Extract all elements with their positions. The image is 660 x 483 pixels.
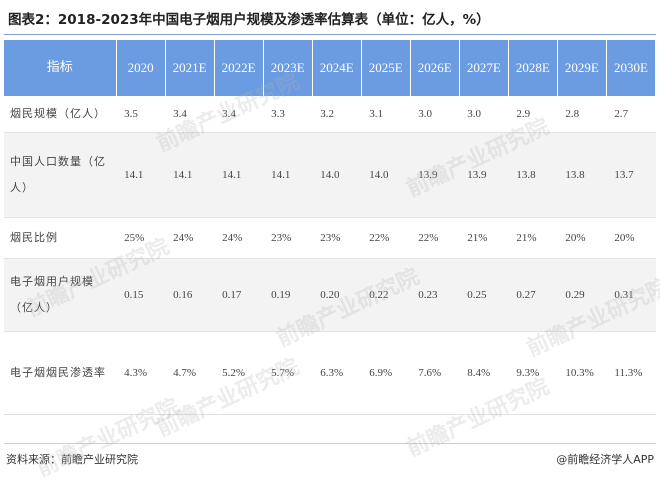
table-cell: 13.7 <box>606 132 656 218</box>
brand-credit: @前瞻经济学人APP <box>556 453 654 466</box>
header-year: 2030E <box>606 40 657 96</box>
table-cell: 3.3 <box>263 96 313 133</box>
table-row: 烟民比例 25% 24% 24% 23% 23% 22% 22% 21% 21% 20% 20% <box>4 217 656 259</box>
table-cell: 13.8 <box>508 132 558 218</box>
table-cell: 3.1 <box>361 96 411 133</box>
header-year: 2028E <box>508 40 558 96</box>
table-cell: 23% <box>263 217 313 259</box>
table-cell: 9.3% <box>508 331 558 415</box>
header-year: 2025E <box>361 40 411 96</box>
source-note: 资料来源：前瞻产业研究院 <box>6 453 138 466</box>
table-cell: 0.19 <box>263 258 313 332</box>
table-cell: 0.27 <box>508 258 558 332</box>
footer-divider <box>4 443 656 444</box>
row-label: 中国人口数量（亿人） <box>4 132 117 218</box>
table-cell: 14.1 <box>214 132 264 218</box>
table-cell: 21% <box>459 217 509 259</box>
table-cell: 3.4 <box>214 96 264 133</box>
table-cell: 13.8 <box>557 132 607 218</box>
header-row: 指标 2020 2021E 2022E 2023E 2024E 2025E 20… <box>4 40 657 96</box>
table-cell: 10.3% <box>557 331 607 415</box>
table-row: 烟民规模（亿人） 3.5 3.4 3.4 3.3 3.2 3.1 3.0 3.0 2.9 2.8 2.… <box>4 96 656 133</box>
header-year: 2023E <box>263 40 313 96</box>
table-cell: 14.0 <box>312 132 362 218</box>
table-cell: 23% <box>312 217 362 259</box>
table-cell: 2.8 <box>557 96 607 133</box>
table-cell: 3.4 <box>165 96 215 133</box>
table-cell: 0.29 <box>557 258 607 332</box>
table-cell: 20% <box>557 217 607 259</box>
table-cell: 0.25 <box>459 258 509 332</box>
title-divider <box>4 34 656 35</box>
table-cell: 21% <box>508 217 558 259</box>
table-cell: 0.20 <box>312 258 362 332</box>
table-cell: 6.3% <box>312 331 362 415</box>
table-cell: 0.23 <box>410 258 460 332</box>
table-cell: 0.15 <box>116 258 166 332</box>
header-year: 2022E <box>214 40 264 96</box>
header-year: 2026E <box>410 40 460 96</box>
row-label: 电子烟用户规模（亿人） <box>4 258 117 332</box>
table-cell: 2.7 <box>606 96 656 133</box>
table-cell: 3.5 <box>116 96 166 133</box>
table-row: 电子烟用户规模（亿人） 0.15 0.16 0.17 0.19 0.20 0.22 0.23 0… <box>4 258 656 332</box>
table-cell: 14.1 <box>263 132 313 218</box>
table-cell: 3.0 <box>459 96 509 133</box>
table-row: 中国人口数量（亿人） 14.1 14.1 14.1 14.1 14.0 14.0 13.9 13… <box>4 132 656 218</box>
table-cell: 13.9 <box>410 132 460 218</box>
table-cell: 11.3% <box>606 331 656 415</box>
table-cell: 8.4% <box>459 331 509 415</box>
table-row: 电子烟烟民渗透率 4.3% 4.7% 5.2% 5.7% 6.3% 6.9% 7.6% 8.4%… <box>4 331 656 415</box>
header-year: 2029E <box>557 40 607 96</box>
table-cell: 3.0 <box>410 96 460 133</box>
table-title: 图表2：2018-2023年中国电子烟用户规模及渗透率估算表（单位：亿人，%） <box>8 12 490 28</box>
header-year: 2021E <box>165 40 215 96</box>
table-cell: 0.17 <box>214 258 264 332</box>
header-year: 2020 <box>116 40 166 96</box>
table-cell: 0.22 <box>361 258 411 332</box>
table-cell: 22% <box>410 217 460 259</box>
data-table: 指标 2020 2021E 2022E 2023E 2024E 2025E 20… <box>4 40 657 415</box>
table-cell: 14.0 <box>361 132 411 218</box>
table-cell: 0.31 <box>606 258 656 332</box>
table-cell: 5.2% <box>214 331 264 415</box>
table-cell: 3.2 <box>312 96 362 133</box>
table-cell: 24% <box>214 217 264 259</box>
table-cell: 14.1 <box>116 132 166 218</box>
table-cell: 7.6% <box>410 331 460 415</box>
table-cell: 20% <box>606 217 656 259</box>
table-cell: 13.9 <box>459 132 509 218</box>
table-cell: 6.9% <box>361 331 411 415</box>
table-cell: 5.7% <box>263 331 313 415</box>
header-year: 2024E <box>312 40 362 96</box>
table-cell: 25% <box>116 217 166 259</box>
table-cell: 24% <box>165 217 215 259</box>
row-label: 电子烟烟民渗透率 <box>4 331 117 415</box>
table-cell: 4.3% <box>116 331 166 415</box>
row-label: 烟民规模（亿人） <box>4 96 117 133</box>
header-year: 2027E <box>459 40 509 96</box>
row-label: 烟民比例 <box>4 217 117 259</box>
table-cell: 4.7% <box>165 331 215 415</box>
table-cell: 22% <box>361 217 411 259</box>
table-cell: 2.9 <box>508 96 558 133</box>
table-cell: 14.1 <box>165 132 215 218</box>
header-indicator: 指标 <box>4 40 117 96</box>
table-cell: 0.16 <box>165 258 215 332</box>
